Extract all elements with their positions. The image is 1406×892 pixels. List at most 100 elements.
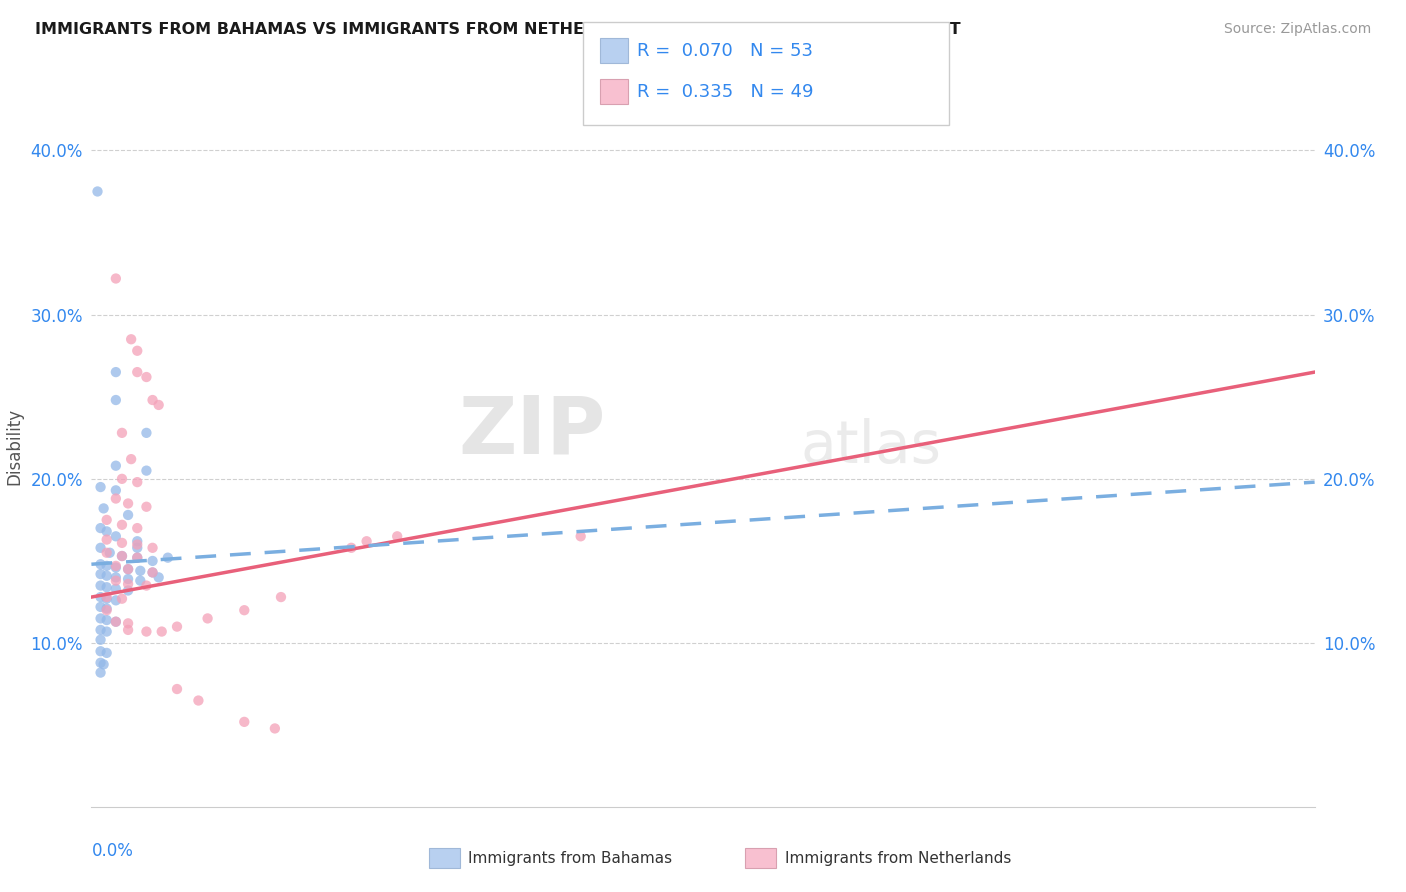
Point: [93, 501, 115, 516]
Point: [156, 550, 179, 565]
Point: [104, 558, 127, 573]
Point: [127, 550, 149, 565]
Point: [90, 665, 112, 680]
Point: [148, 570, 170, 584]
Point: [90, 567, 112, 582]
Point: [117, 562, 139, 576]
Text: R =  0.335   N = 49: R = 0.335 N = 49: [637, 83, 814, 101]
Point: [96, 558, 118, 573]
Point: [104, 529, 127, 543]
Point: [264, 722, 287, 736]
Point: [96, 524, 118, 539]
Point: [90, 632, 112, 647]
Point: [197, 611, 219, 625]
Point: [104, 582, 127, 596]
Point: [96, 590, 118, 604]
Point: [104, 392, 127, 407]
Point: [135, 464, 157, 478]
Point: [385, 529, 409, 543]
Point: [90, 599, 112, 614]
Point: [111, 517, 134, 532]
Point: [148, 398, 170, 412]
Point: [356, 534, 378, 549]
Point: [127, 534, 149, 549]
Y-axis label: Disability: Disability: [6, 408, 24, 484]
Point: [117, 496, 139, 510]
Point: [127, 521, 149, 535]
Point: [111, 591, 134, 606]
Point: [96, 533, 118, 547]
Point: [135, 624, 157, 639]
Point: [96, 603, 118, 617]
Text: ZIP: ZIP: [458, 392, 605, 471]
Point: [117, 616, 139, 631]
Point: [96, 591, 118, 606]
Point: [96, 624, 118, 639]
Point: [117, 577, 139, 591]
Point: [120, 332, 142, 346]
Point: [98, 546, 121, 560]
Point: [127, 365, 149, 379]
Text: 0.0%: 0.0%: [91, 842, 134, 860]
Point: [233, 714, 256, 729]
Point: [141, 566, 163, 580]
Text: IMMIGRANTS FROM BAHAMAS VS IMMIGRANTS FROM NETHERLANDS DISABILITY CORRELATION CH: IMMIGRANTS FROM BAHAMAS VS IMMIGRANTS FR…: [35, 22, 960, 37]
Point: [127, 537, 149, 551]
Point: [90, 480, 112, 494]
Point: [141, 554, 163, 568]
Point: [90, 558, 112, 572]
Point: [90, 521, 112, 535]
Point: [166, 619, 188, 633]
Point: [117, 572, 139, 586]
Point: [104, 365, 127, 379]
Point: [104, 574, 127, 588]
Point: [141, 566, 163, 580]
Point: [90, 590, 112, 604]
Point: [90, 623, 112, 637]
Point: [135, 425, 157, 440]
Point: [117, 583, 139, 598]
Text: Immigrants from Bahamas: Immigrants from Bahamas: [468, 851, 672, 865]
Point: [104, 615, 127, 629]
Point: [129, 574, 152, 588]
Point: [111, 549, 134, 563]
Point: [104, 560, 127, 574]
Point: [127, 475, 149, 489]
Point: [187, 693, 209, 707]
Point: [90, 541, 112, 555]
Point: [120, 452, 142, 467]
Point: [104, 593, 127, 607]
Point: [111, 425, 134, 440]
Point: [111, 549, 134, 563]
Point: [96, 601, 118, 615]
Point: [104, 491, 127, 506]
Point: [104, 570, 127, 584]
Point: [270, 590, 292, 604]
Point: [96, 546, 118, 560]
Text: atlas: atlas: [801, 417, 942, 475]
Point: [127, 550, 149, 565]
Point: [135, 500, 157, 514]
Point: [135, 370, 157, 384]
Point: [90, 611, 112, 625]
Point: [166, 681, 188, 696]
Point: [96, 580, 118, 594]
Point: [111, 472, 134, 486]
Point: [93, 657, 115, 672]
Point: [90, 644, 112, 658]
Point: [117, 623, 139, 637]
Point: [104, 615, 127, 629]
Point: [111, 536, 134, 550]
Point: [340, 541, 363, 555]
Point: [117, 562, 139, 576]
Point: [96, 568, 118, 582]
Point: [117, 508, 139, 522]
Point: [96, 646, 118, 660]
Text: R =  0.070   N = 53: R = 0.070 N = 53: [637, 42, 813, 60]
Point: [96, 513, 118, 527]
Point: [127, 541, 149, 555]
Point: [104, 458, 127, 473]
Point: [135, 578, 157, 592]
Point: [104, 483, 127, 498]
Point: [141, 392, 163, 407]
